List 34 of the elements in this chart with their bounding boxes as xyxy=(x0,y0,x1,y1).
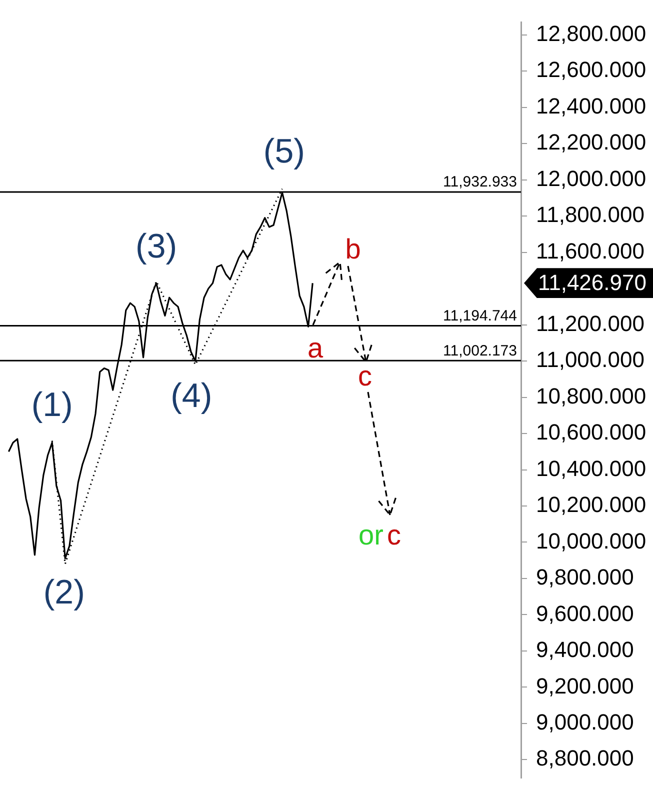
ref-line-label: 11,932.933 xyxy=(443,174,517,191)
price-tag: 11,426.970 xyxy=(524,268,653,298)
annotation: a xyxy=(307,332,324,364)
y-tick-label: 11,800.000 xyxy=(536,202,644,228)
annotation: or xyxy=(358,520,384,551)
annotation: b xyxy=(345,234,361,265)
y-tick-label: 11,000.000 xyxy=(536,347,644,372)
y-tick-label: 12,600.000 xyxy=(536,57,646,82)
annotation: (4) xyxy=(170,377,212,416)
y-tick-label: 10,200.000 xyxy=(536,492,646,518)
y-tick-label: 12,000.000 xyxy=(536,166,646,191)
y-tick-label: 12,800.000 xyxy=(536,20,646,46)
y-tick-label: 10,800.000 xyxy=(536,383,646,408)
annotation: c xyxy=(358,360,372,392)
y-tick-label: 9,200.000 xyxy=(536,673,634,698)
annotation: c xyxy=(387,520,401,551)
ref-line-label: 11,002.173 xyxy=(443,342,517,360)
y-tick-label: 9,600.000 xyxy=(536,600,634,626)
ref-line-label: 11,194.744 xyxy=(443,307,517,324)
y-tick-label: 11,200.000 xyxy=(536,310,644,336)
y-tick-label: 10,600.000 xyxy=(536,420,646,445)
annotation: (2) xyxy=(43,573,85,612)
y-tick-label: 12,200.000 xyxy=(536,130,646,155)
y-tick-label: 11,600.000 xyxy=(536,238,644,264)
y-tick-label: 9,000.000 xyxy=(536,710,634,735)
y-tick-label: 10,400.000 xyxy=(536,456,646,481)
y-tick-label: 9,800.000 xyxy=(536,564,634,590)
annotation: (1) xyxy=(31,386,73,424)
annotation: (5) xyxy=(263,132,305,170)
annotation: (3) xyxy=(136,228,178,266)
y-tick-label: 10,000.000 xyxy=(536,528,646,554)
y-tick-label: 9,400.000 xyxy=(536,637,634,662)
y-tick-label: 8,800.000 xyxy=(536,746,634,771)
y-tick-label: 12,400.000 xyxy=(536,93,646,118)
